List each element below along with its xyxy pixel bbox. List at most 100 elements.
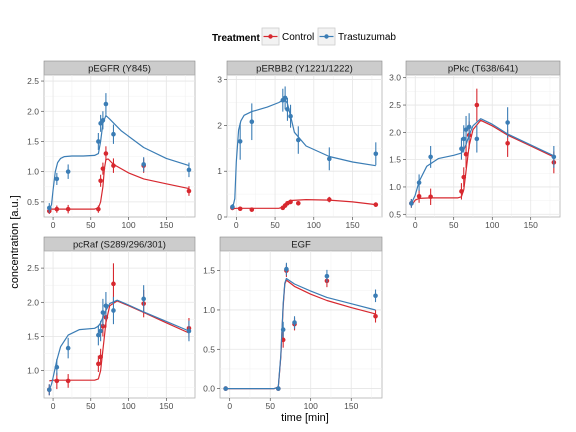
facet-title: EGF xyxy=(291,240,311,251)
data-point xyxy=(296,137,301,143)
x-tick-label: 150 xyxy=(159,401,173,411)
x-tick-label: 0 xyxy=(413,220,418,230)
data-point xyxy=(237,139,243,144)
y-tick-label: 1.5 xyxy=(27,136,39,146)
y-tick-label: 1.0 xyxy=(27,167,39,177)
data-point xyxy=(463,127,469,132)
facet-panel: pcRaf (S289/296/301) 0 50 100 150 1.0 1.5 2.0 2.… xyxy=(27,236,196,411)
data-point xyxy=(474,136,480,142)
data-point xyxy=(141,296,146,302)
data-point xyxy=(46,205,52,211)
y-axis-title: concentration [a.u.] xyxy=(9,195,21,289)
series-group xyxy=(223,262,378,391)
data-point xyxy=(276,386,281,391)
series-fit-line xyxy=(49,158,190,210)
legend: Treatment Control Trastuzumab xyxy=(212,27,396,46)
data-point xyxy=(324,273,330,279)
legend-title: Treatment xyxy=(212,33,260,44)
data-point xyxy=(551,154,557,160)
data-point xyxy=(230,204,235,210)
legend-key-point xyxy=(268,34,273,39)
data-point xyxy=(54,176,60,182)
x-tick-label: 50 xyxy=(270,220,280,230)
data-point xyxy=(280,327,286,332)
data-point xyxy=(428,154,433,160)
data-point xyxy=(505,120,510,125)
y-tick-label: 1.5 xyxy=(203,266,215,276)
y-tick-label: 2.0 xyxy=(27,106,39,116)
data-point xyxy=(100,118,106,123)
facet-title: pERBB2 (Y1221/1222) xyxy=(256,64,353,75)
data-point xyxy=(54,364,60,370)
data-point xyxy=(98,328,103,334)
data-point xyxy=(186,328,192,334)
data-point xyxy=(288,113,293,119)
x-tick-label: 150 xyxy=(524,220,538,230)
data-point xyxy=(409,201,414,206)
data-point xyxy=(327,156,332,162)
data-point xyxy=(223,386,228,391)
data-point xyxy=(54,206,60,212)
panel-background xyxy=(43,74,196,218)
gridlines xyxy=(220,251,382,398)
data-point xyxy=(103,151,109,156)
data-point xyxy=(111,308,116,313)
x-tick-label: 50 xyxy=(449,220,459,230)
y-tick-label: 1.5 xyxy=(389,155,401,165)
legend-entry: Trastuzumab xyxy=(317,27,396,46)
facet-title: pPkc (T638/641) xyxy=(448,64,518,75)
series-group xyxy=(409,107,557,208)
data-point xyxy=(96,361,101,367)
legend-label: Control xyxy=(282,32,314,43)
y-tick-label: 2.0 xyxy=(389,127,401,137)
y-tick-label: 2.5 xyxy=(27,263,39,273)
data-point xyxy=(288,199,293,205)
y-tick-label: 1.0 xyxy=(27,366,39,376)
data-point xyxy=(65,206,71,212)
facet-panel: pEGFR (Y845) 0 50 100 150 0.5 1.0 1.5 2.0 2.5 xyxy=(27,60,196,230)
data-point xyxy=(111,131,116,137)
data-point xyxy=(373,202,379,207)
y-tick-label: 2.5 xyxy=(27,76,39,86)
data-point xyxy=(463,151,469,157)
facet-title: pcRaf (S289/296/301) xyxy=(73,240,166,251)
data-point xyxy=(46,387,52,393)
data-point xyxy=(428,194,433,200)
data-point xyxy=(65,169,71,174)
data-point xyxy=(416,193,422,199)
data-point xyxy=(65,345,71,351)
data-point xyxy=(373,151,379,157)
panel-background xyxy=(219,250,383,399)
series-fit-line xyxy=(48,114,190,210)
facet-title: pEGFR (Y845) xyxy=(88,64,151,75)
x-tick-label: 100 xyxy=(121,220,135,230)
data-point xyxy=(416,180,422,185)
data-point xyxy=(296,200,301,206)
series-group xyxy=(230,196,379,212)
data-point xyxy=(54,378,60,384)
data-point xyxy=(466,124,472,130)
gridlines xyxy=(227,75,382,218)
data-point xyxy=(249,207,255,212)
x-tick-label: 100 xyxy=(307,220,321,230)
data-point xyxy=(111,281,116,287)
series-group xyxy=(230,86,379,210)
y-tick-label: 1 xyxy=(217,166,222,176)
x-tick-label: 100 xyxy=(485,220,499,230)
data-point xyxy=(65,378,71,384)
y-tick-label: 3.0 xyxy=(389,73,401,83)
y-tick-label: 2.0 xyxy=(27,297,39,307)
y-tick-label: 0 xyxy=(217,212,222,222)
data-point xyxy=(292,320,297,325)
legend-entry: Control xyxy=(261,27,314,46)
legend-entries: Control Trastuzumab xyxy=(261,27,396,46)
data-point xyxy=(186,167,192,173)
x-tick-label: 0 xyxy=(234,220,239,230)
data-point xyxy=(505,140,510,146)
y-tick-label: 0.5 xyxy=(27,197,39,207)
y-tick-label: 1.5 xyxy=(27,331,39,341)
x-tick-label: 50 xyxy=(265,401,275,411)
data-point xyxy=(237,206,243,212)
data-point xyxy=(459,189,464,194)
